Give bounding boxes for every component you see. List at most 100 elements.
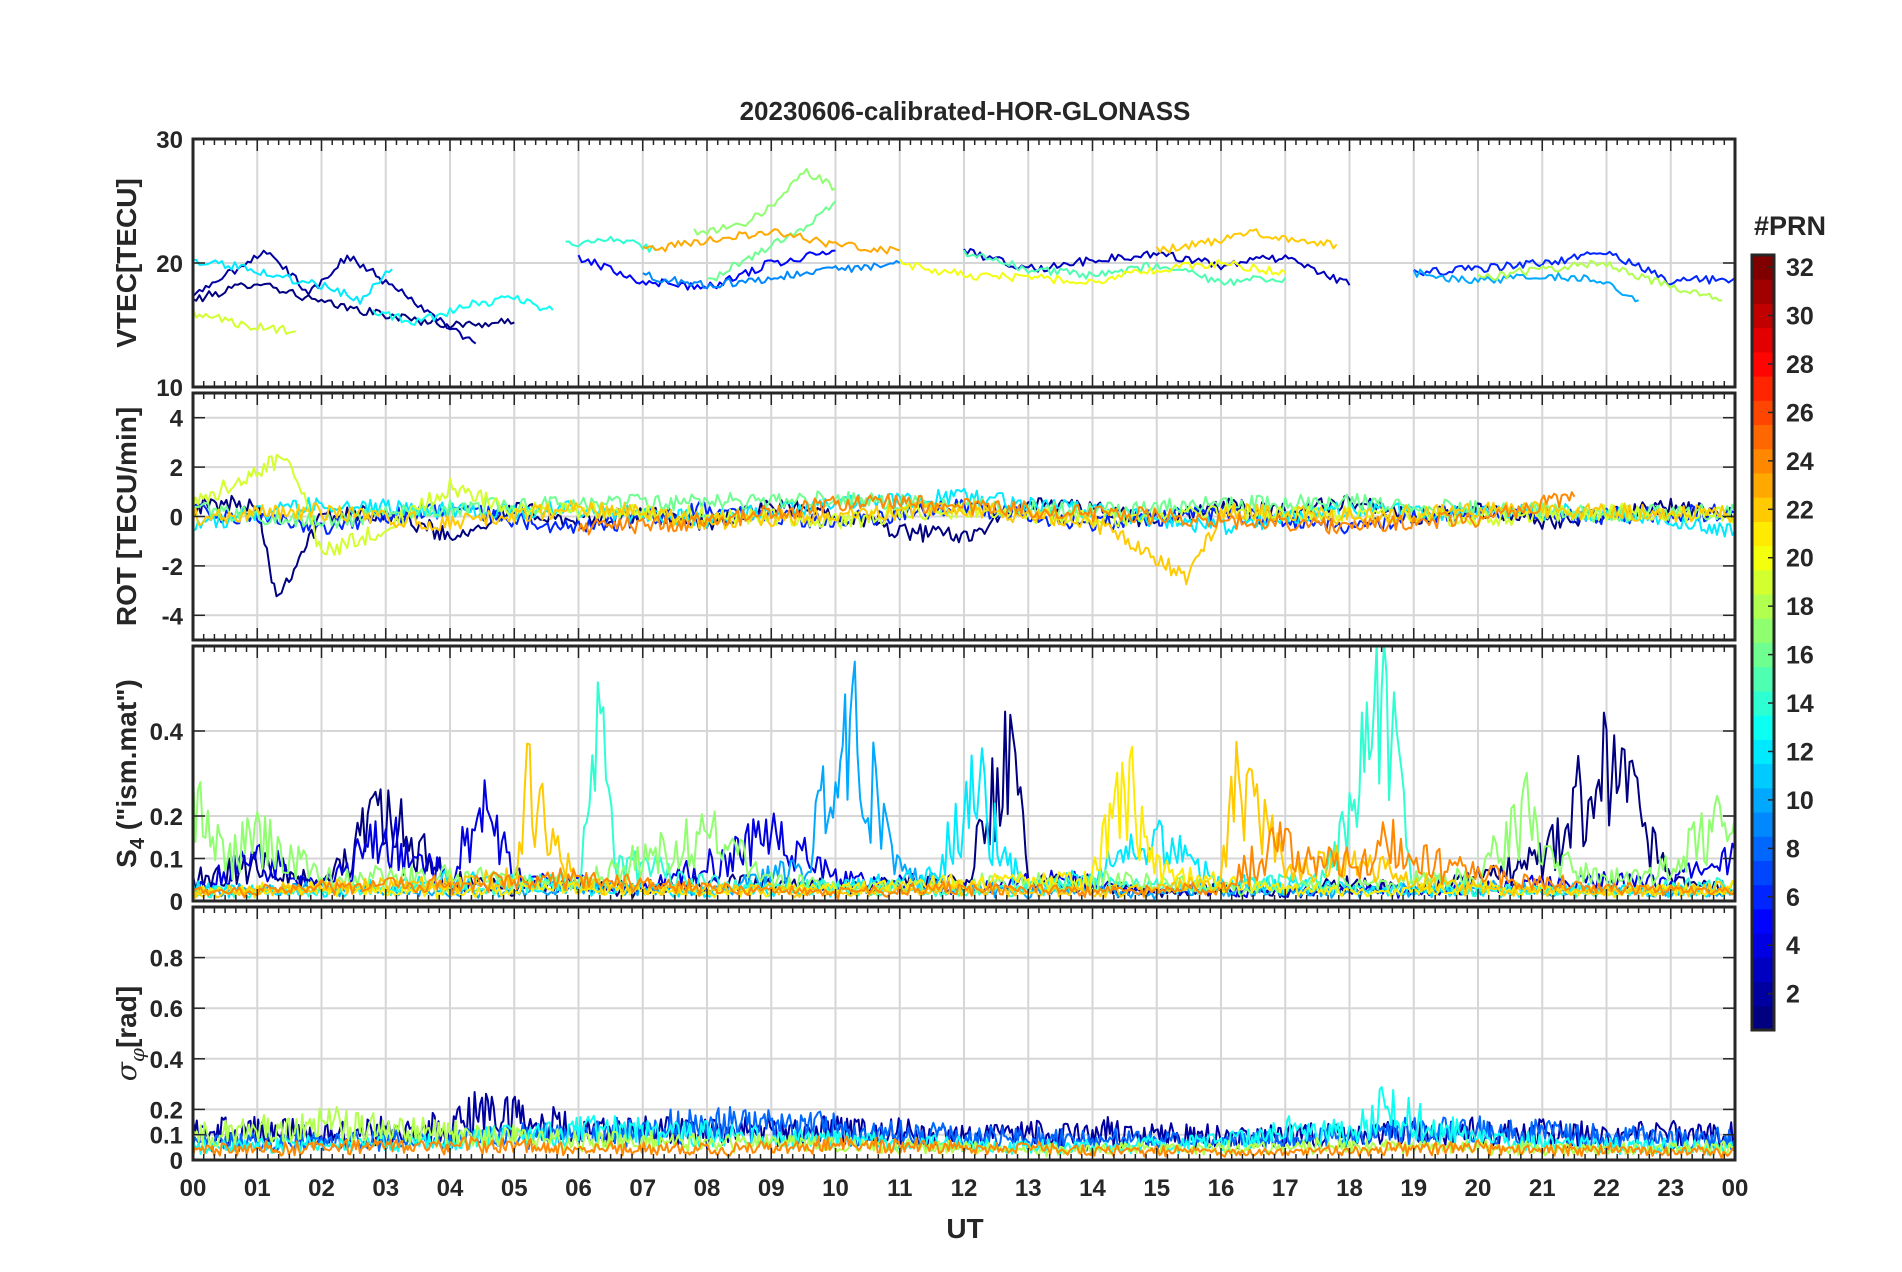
- series-line-prn-20: [898, 258, 1286, 285]
- panel-sigma_phi: 00.10.20.40.60.8σφ[rad]: [110, 905, 1737, 1175]
- x-tick-label: 10: [822, 1175, 849, 1202]
- chart-title: 20230606-calibrated-HOR-GLONASS: [740, 96, 1191, 126]
- y-axis-label-part: φ: [125, 1048, 149, 1062]
- colorbar-segment: [1752, 763, 1774, 789]
- colorbar-tick-label: 10: [1786, 787, 1814, 815]
- panel-s4: 00.10.20.4S4 ("ism.mat"): [111, 644, 1737, 916]
- colorbar-segment: [1752, 860, 1774, 886]
- series-line-prn-1: [193, 282, 515, 329]
- y-tick-label: 30: [156, 127, 183, 154]
- colorbar-segment: [1752, 618, 1774, 643]
- y-tick-label: 4: [170, 406, 184, 433]
- colorbar-segment: [1752, 836, 1774, 861]
- y-tick-label: 0.4: [150, 1047, 184, 1074]
- colorbar-tick-label: 30: [1786, 303, 1814, 331]
- x-tick-label: 02: [308, 1175, 335, 1202]
- x-tick-label: 16: [1208, 1175, 1235, 1202]
- panel-axes: -4 -2 0 2 4: [162, 391, 1737, 642]
- y-axis-label-rot: ROT [TECU/min]: [111, 407, 142, 626]
- x-tick-label: 22: [1593, 1175, 1620, 1202]
- series-line-prn-16: [706, 200, 837, 282]
- colorbar-segment: [1752, 933, 1774, 958]
- x-tick-label: 12: [951, 1175, 978, 1202]
- colorbar-segment: [1752, 279, 1774, 304]
- colorbar-segment: [1752, 690, 1774, 716]
- y-axis-label-sigma_phi: σφ[rad]: [110, 986, 149, 1081]
- colorbar-segment: [1752, 255, 1774, 280]
- colorbar-segment: [1752, 957, 1774, 983]
- y-axis-label-part: ("ism.mat"): [111, 679, 142, 838]
- x-tick-label: 13: [1015, 1175, 1042, 1202]
- colorbar-segment: [1752, 303, 1774, 329]
- colorbar-tick-label: 22: [1786, 496, 1814, 524]
- colorbar-tick-label: 8: [1786, 835, 1800, 863]
- series-line-prn-24: [193, 818, 1735, 900]
- y-tick-label: 0.6: [150, 996, 183, 1023]
- y-tick-label: 0: [170, 889, 183, 916]
- panel-vtec: 10 20 30 VTEC[TECU]: [111, 127, 1737, 402]
- y-tick-label: 0: [170, 1148, 183, 1175]
- colorbar-tick-label: 12: [1786, 738, 1814, 766]
- x-tick-label: 19: [1400, 1175, 1427, 1202]
- panel-rot: -4 -2 0 2 4 ROT [TECU/min]: [111, 391, 1737, 642]
- colorbar-segment: [1752, 908, 1774, 934]
- panel-axes: 00.10.2 0.4 0.6 0.8: [150, 905, 1737, 1175]
- colorbar-tick-label: 18: [1786, 593, 1814, 621]
- y-tick-label: 20: [156, 251, 183, 278]
- series-line-prn-9: [642, 260, 901, 289]
- y-tick-label: 2: [170, 455, 183, 482]
- y-axis-label-part: 4: [127, 837, 149, 849]
- colorbar-segment: [1752, 448, 1774, 474]
- colorbar-tick-label: 6: [1786, 884, 1800, 912]
- x-tick-label: 17: [1272, 1175, 1299, 1202]
- colorbar-segment: [1752, 569, 1774, 595]
- y-tick-label: 0.1: [150, 847, 183, 874]
- colorbar-tick-label: 24: [1786, 448, 1814, 476]
- x-tick-label: 06: [565, 1175, 592, 1202]
- series-line-prn-6: [1413, 250, 1735, 286]
- x-tick-label: 15: [1143, 1175, 1170, 1202]
- series-line-prn-1: [193, 494, 1735, 598]
- series-line-prn-22: [193, 499, 1735, 586]
- y-axis-label-s4: S4 ("ism.mat"): [111, 679, 149, 868]
- x-tick-label: 00: [1722, 1175, 1749, 1202]
- colorbar-segment: [1752, 472, 1774, 498]
- colorbar-segment: [1752, 1005, 1774, 1031]
- colorbar-segment: [1752, 424, 1774, 450]
- y-tick-label: -4: [162, 603, 184, 630]
- colorbar-segment: [1752, 376, 1774, 401]
- series-line-prn-17: [693, 167, 836, 236]
- y-tick-label: 0: [170, 505, 183, 532]
- x-axis: 00 01 02 03 04 05 06 07 08 09 10 11 12 13 14 15 16 17 18 19…: [180, 1175, 1749, 1202]
- x-tick-label: 11: [887, 1175, 912, 1202]
- colorbar-segment: [1752, 812, 1774, 837]
- y-axis-label-part: S: [111, 849, 142, 868]
- y-tick-label: -2: [162, 554, 183, 581]
- colorbar-segment: [1752, 981, 1774, 1007]
- x-tick-label: 18: [1336, 1175, 1363, 1202]
- y-tick-label: 0.1: [150, 1123, 183, 1150]
- x-tick-label: 05: [501, 1175, 528, 1202]
- colorbar-title: #PRN: [1754, 211, 1826, 241]
- colorbar-segment: [1752, 400, 1774, 426]
- colorbar-tick-label: 20: [1786, 545, 1814, 573]
- colorbar-segment: [1752, 327, 1774, 353]
- colorbar-tick-label: 4: [1786, 932, 1800, 960]
- y-axis-label-part: [rad]: [111, 986, 142, 1048]
- x-axis-label: UT: [946, 1213, 983, 1244]
- x-tick-label: 03: [372, 1175, 399, 1202]
- y-tick-label: 10: [156, 375, 183, 402]
- x-tick-label: 00: [180, 1175, 207, 1202]
- colorbar-tick-label: 16: [1786, 642, 1814, 670]
- x-tick-label: 20: [1465, 1175, 1492, 1202]
- series-line-prn-3: [963, 248, 1351, 286]
- series-line-prn-22: [1155, 228, 1338, 254]
- colorbar-segment: [1752, 545, 1774, 571]
- colorbar-segment: [1752, 497, 1774, 522]
- colorbar-segment: [1752, 715, 1774, 740]
- x-tick-label: 14: [1079, 1175, 1106, 1202]
- x-tick-label: 23: [1657, 1175, 1684, 1202]
- x-tick-label: 04: [437, 1175, 464, 1202]
